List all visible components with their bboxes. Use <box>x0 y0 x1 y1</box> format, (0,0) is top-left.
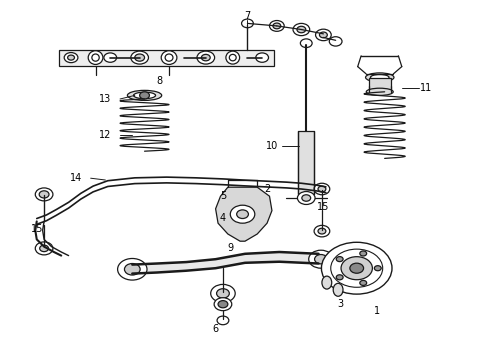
Bar <box>59 50 274 66</box>
Text: 6: 6 <box>213 324 219 334</box>
Circle shape <box>350 263 364 273</box>
Polygon shape <box>216 187 272 241</box>
Circle shape <box>242 19 253 28</box>
Circle shape <box>131 51 148 64</box>
Circle shape <box>300 39 312 48</box>
Circle shape <box>40 245 49 252</box>
Circle shape <box>329 37 342 46</box>
Circle shape <box>237 210 248 219</box>
Circle shape <box>302 195 311 201</box>
Circle shape <box>135 54 145 61</box>
Circle shape <box>217 316 229 325</box>
Text: 15: 15 <box>317 202 330 212</box>
Circle shape <box>309 250 333 268</box>
Text: 11: 11 <box>420 83 433 93</box>
Circle shape <box>39 191 49 198</box>
Circle shape <box>374 266 381 271</box>
Circle shape <box>218 301 228 308</box>
Ellipse shape <box>226 51 240 64</box>
Bar <box>369 78 391 92</box>
Text: 5: 5 <box>220 191 226 201</box>
Circle shape <box>341 257 372 280</box>
Text: 12: 12 <box>99 130 112 140</box>
Circle shape <box>270 21 284 31</box>
Circle shape <box>318 186 326 192</box>
Circle shape <box>360 251 367 256</box>
Ellipse shape <box>322 276 332 289</box>
Circle shape <box>64 53 78 63</box>
Ellipse shape <box>92 54 99 61</box>
Ellipse shape <box>366 88 393 95</box>
Circle shape <box>201 54 210 61</box>
Text: 7: 7 <box>245 11 250 21</box>
Circle shape <box>124 264 140 275</box>
Circle shape <box>230 205 255 223</box>
Polygon shape <box>132 252 318 274</box>
Circle shape <box>197 51 215 64</box>
Ellipse shape <box>333 283 343 296</box>
Ellipse shape <box>370 75 389 80</box>
Ellipse shape <box>88 51 103 64</box>
Circle shape <box>314 225 330 237</box>
Circle shape <box>293 23 310 36</box>
Circle shape <box>331 249 383 287</box>
Text: 3: 3 <box>338 299 343 309</box>
Circle shape <box>68 55 74 60</box>
Circle shape <box>140 92 149 99</box>
Bar <box>298 131 314 194</box>
Circle shape <box>214 298 232 311</box>
Circle shape <box>297 192 315 204</box>
Ellipse shape <box>133 92 156 99</box>
Ellipse shape <box>161 51 177 64</box>
Ellipse shape <box>229 54 236 61</box>
Text: 9: 9 <box>227 243 233 253</box>
Text: 4: 4 <box>220 213 226 223</box>
Circle shape <box>314 183 330 195</box>
Circle shape <box>297 26 306 33</box>
Circle shape <box>318 228 326 234</box>
Circle shape <box>336 275 343 280</box>
Circle shape <box>321 242 392 294</box>
Circle shape <box>104 53 117 62</box>
Circle shape <box>256 53 269 62</box>
Circle shape <box>319 32 327 38</box>
Circle shape <box>315 255 327 264</box>
Circle shape <box>336 257 343 262</box>
Ellipse shape <box>165 54 173 61</box>
Text: 14: 14 <box>70 173 82 183</box>
Circle shape <box>217 289 229 298</box>
Circle shape <box>35 242 53 255</box>
Text: 8: 8 <box>156 76 162 86</box>
Text: 1: 1 <box>374 306 380 316</box>
Text: 10: 10 <box>266 141 278 151</box>
Ellipse shape <box>127 90 162 100</box>
Text: 15: 15 <box>30 224 43 234</box>
Circle shape <box>35 188 53 201</box>
Ellipse shape <box>366 73 394 82</box>
Circle shape <box>316 29 331 41</box>
Circle shape <box>211 284 235 302</box>
Circle shape <box>118 258 147 280</box>
Text: 13: 13 <box>99 94 111 104</box>
Circle shape <box>360 280 367 285</box>
Text: 2: 2 <box>264 184 270 194</box>
Circle shape <box>273 23 281 29</box>
